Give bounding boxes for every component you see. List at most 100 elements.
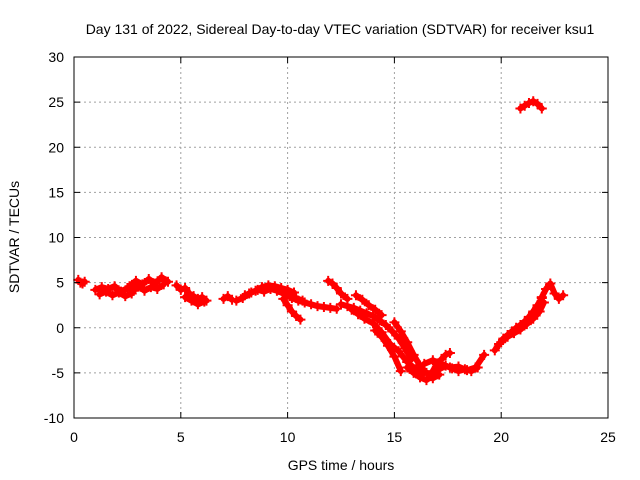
data-point xyxy=(306,299,317,310)
data-point xyxy=(393,346,404,357)
series-track-16 xyxy=(350,290,387,321)
data-point xyxy=(109,281,120,292)
data-point xyxy=(536,292,547,303)
data-point xyxy=(180,283,191,294)
data-point xyxy=(113,287,124,298)
data-point xyxy=(295,314,306,325)
data-point xyxy=(143,274,154,285)
data-point xyxy=(509,328,520,339)
data-point xyxy=(186,295,197,306)
data-point xyxy=(444,362,455,373)
data-point xyxy=(368,318,379,329)
data-point xyxy=(521,319,532,330)
data-point xyxy=(259,286,270,297)
data-point xyxy=(496,337,507,348)
data-point xyxy=(282,300,293,311)
data-point xyxy=(534,306,545,317)
data-point xyxy=(419,358,430,369)
x-tick-label: 15 xyxy=(387,429,403,445)
data-point xyxy=(370,304,381,315)
data-point xyxy=(120,291,131,302)
data-point xyxy=(231,295,242,306)
data-point xyxy=(152,283,163,294)
y-tick-label: 10 xyxy=(48,230,64,246)
data-point xyxy=(79,276,90,287)
data-point xyxy=(515,324,526,335)
data-point xyxy=(346,304,357,315)
series-track-7 xyxy=(180,292,210,310)
data-point xyxy=(528,313,539,324)
data-point xyxy=(470,362,481,373)
data-point xyxy=(192,299,203,310)
data-point xyxy=(402,337,413,348)
data-point xyxy=(541,283,552,294)
data-point xyxy=(336,299,346,310)
data-point xyxy=(139,285,150,296)
data-point xyxy=(408,349,419,360)
data-point xyxy=(376,331,387,342)
data-point xyxy=(357,294,368,305)
series-track-23 xyxy=(496,297,549,348)
data-point xyxy=(336,288,346,299)
data-point xyxy=(363,300,374,311)
data-point xyxy=(558,290,569,301)
series-track-13 xyxy=(323,275,353,304)
y-tick-label: -10 xyxy=(44,410,64,426)
data-point xyxy=(395,326,406,337)
data-point xyxy=(387,326,398,337)
data-point xyxy=(133,281,144,292)
data-point xyxy=(427,366,438,377)
data-point xyxy=(402,362,413,373)
grid-layer xyxy=(74,57,608,418)
series-track-20 xyxy=(419,349,490,376)
data-point xyxy=(549,288,560,299)
data-point xyxy=(444,348,455,359)
series-line xyxy=(182,294,208,308)
y-axis-label: SDTVAR / TECUs xyxy=(6,181,22,293)
data-point xyxy=(239,290,250,301)
data-point xyxy=(265,283,276,294)
data-point xyxy=(395,366,406,377)
data-point xyxy=(293,295,304,306)
data-point xyxy=(536,103,547,114)
y-tick-label: 5 xyxy=(56,275,64,291)
x-tick-label: 10 xyxy=(280,429,296,445)
y-tick-label: 0 xyxy=(56,320,64,336)
data-point xyxy=(286,292,297,303)
data-point xyxy=(408,367,419,378)
data-point xyxy=(489,345,500,356)
data-point xyxy=(180,292,191,303)
data-point xyxy=(94,289,105,300)
series-track-5 xyxy=(126,279,169,296)
series-track-21 xyxy=(427,348,455,377)
x-tick-label: 5 xyxy=(177,429,185,445)
data-point xyxy=(199,296,210,307)
x-axis-label: GPS time / hours xyxy=(288,457,395,473)
x-tick-label: 25 xyxy=(600,429,616,445)
data-point xyxy=(376,310,387,321)
x-tick-label: 20 xyxy=(493,429,509,445)
data-point xyxy=(359,313,370,324)
data-point xyxy=(299,297,310,308)
data-point xyxy=(158,279,169,290)
data-point xyxy=(331,283,342,294)
data-point xyxy=(380,320,391,331)
points-layer xyxy=(73,96,569,386)
data-point xyxy=(126,284,137,295)
data-point xyxy=(389,351,400,362)
y-tick-label: 15 xyxy=(48,184,64,200)
data-point xyxy=(382,340,393,351)
data-point xyxy=(145,282,156,293)
data-point xyxy=(350,290,361,301)
y-tick-label: 30 xyxy=(48,49,64,65)
data-point xyxy=(246,287,257,298)
data-point xyxy=(101,286,112,297)
series-track-22 xyxy=(489,292,547,356)
x-tick-label: 0 xyxy=(70,429,78,445)
data-point xyxy=(107,290,118,301)
ticks-layer: 0 5 10 15 20 25 -10 -5 0 5 10 15 20 25 30 xyxy=(44,49,616,445)
data-point xyxy=(453,361,464,372)
series-track-24 xyxy=(536,278,569,304)
